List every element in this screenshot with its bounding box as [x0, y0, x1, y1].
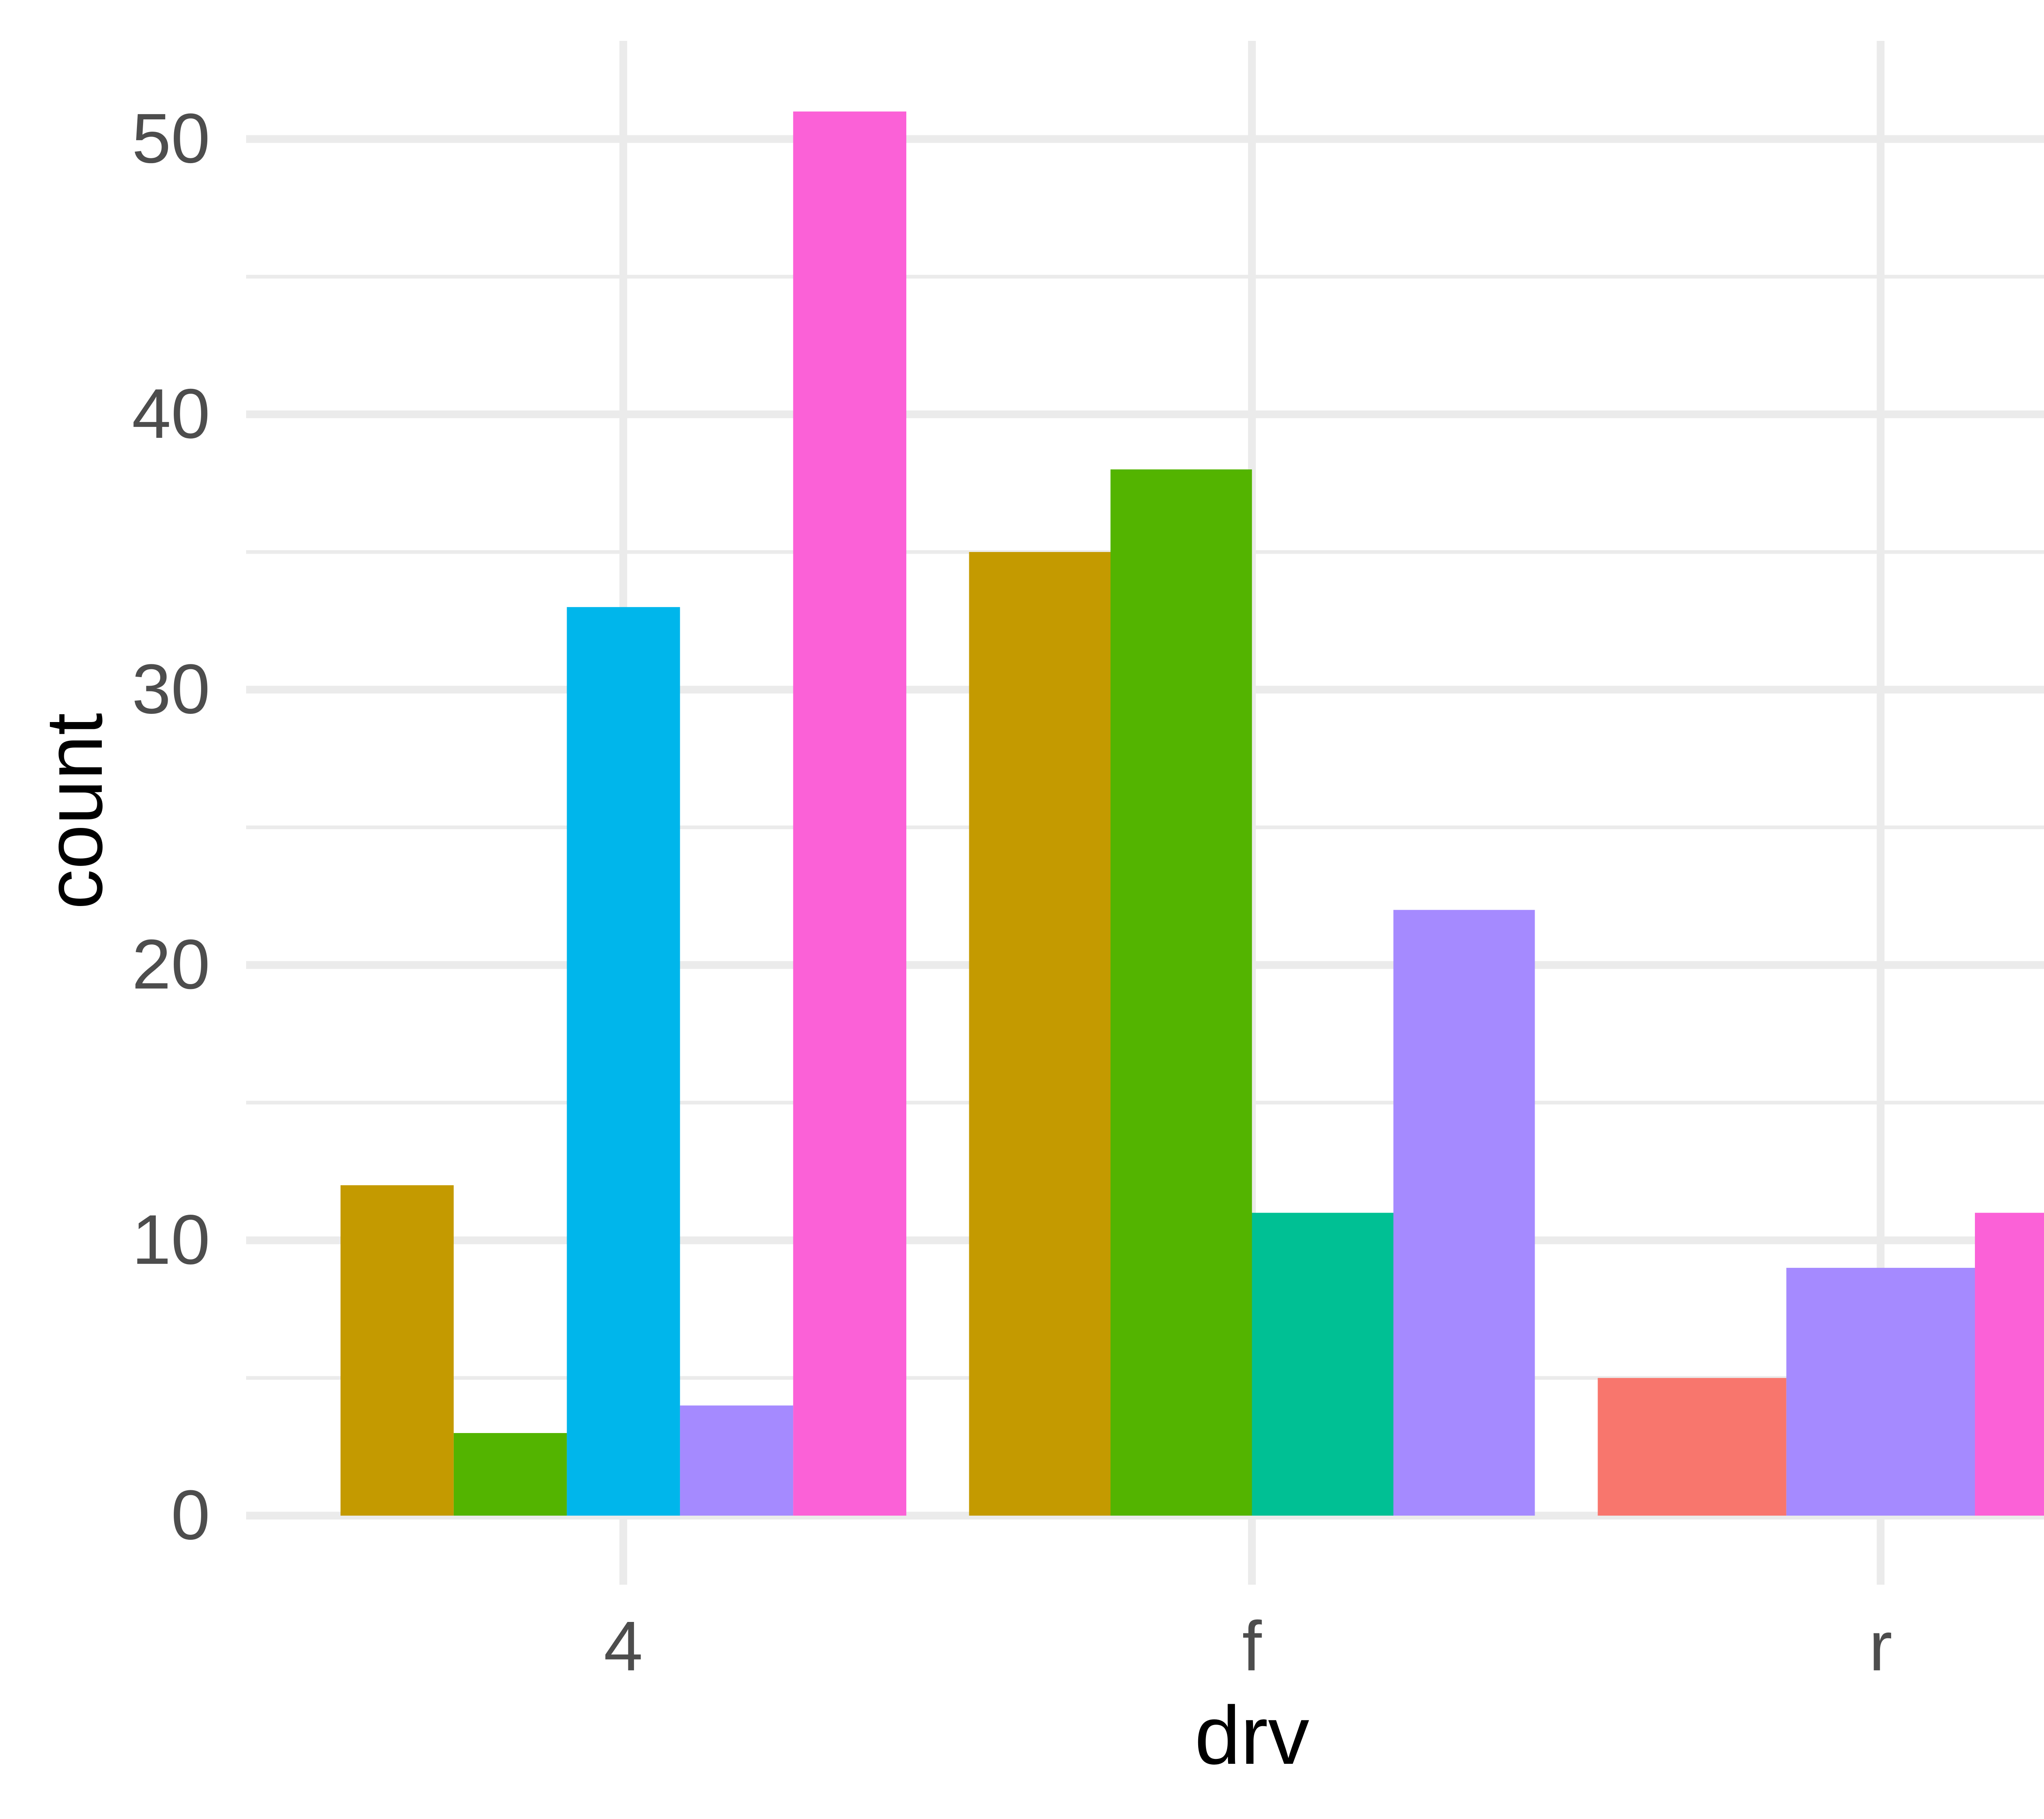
- svg-text:4: 4: [604, 1607, 643, 1685]
- svg-text:r: r: [1869, 1607, 1892, 1685]
- svg-text:40: 40: [132, 375, 210, 453]
- svg-text:20: 20: [132, 925, 210, 1004]
- svg-text:drv: drv: [1195, 1689, 1309, 1781]
- svg-text:f: f: [1242, 1607, 1262, 1685]
- svg-text:50: 50: [132, 99, 210, 178]
- svg-text:30: 30: [132, 650, 210, 728]
- svg-text:count: count: [29, 713, 119, 910]
- svg-text:0: 0: [171, 1476, 210, 1554]
- svg-text:10: 10: [132, 1200, 210, 1279]
